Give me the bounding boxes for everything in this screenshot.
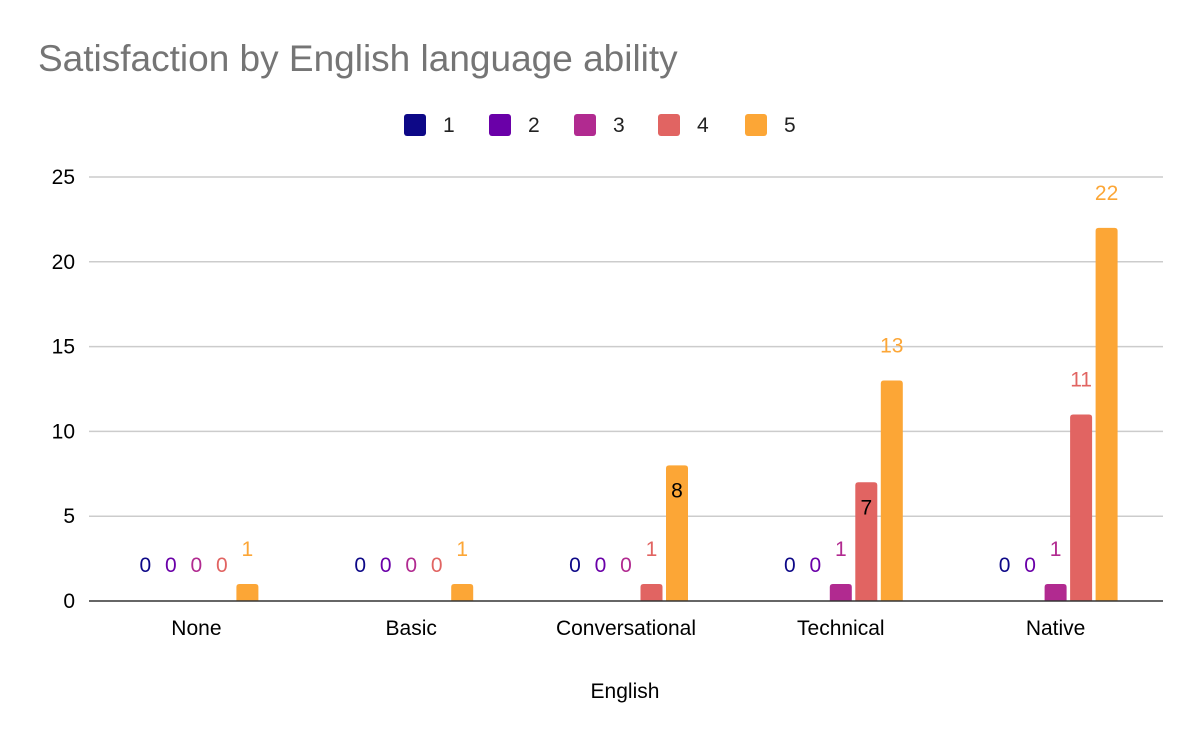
chart-title: Satisfaction by English language ability — [38, 38, 678, 79]
legend: 1 2 3 4 5 — [404, 114, 796, 137]
y-tick-label: 5 — [63, 505, 75, 528]
bar — [855, 482, 878, 601]
legend-swatch — [574, 114, 596, 136]
data-label: 0 — [191, 554, 203, 577]
data-label: 13 — [880, 335, 903, 358]
data-label: 0 — [595, 554, 607, 577]
x-axis-ticks: None Basic Conversational Technical Native — [171, 617, 1085, 640]
data-label: 7 — [860, 496, 872, 519]
data-label: 1 — [1050, 538, 1062, 561]
legend-swatch — [404, 114, 426, 136]
bar — [236, 584, 259, 601]
bar — [1070, 414, 1093, 601]
legend-swatch — [489, 114, 511, 136]
data-label: 1 — [835, 538, 847, 561]
data-label: 1 — [242, 538, 254, 561]
data-label: 11 — [1070, 368, 1092, 391]
data-label: 1 — [646, 538, 658, 561]
bars — [236, 227, 1118, 601]
x-tick-label: Basic — [386, 617, 437, 640]
data-label: 8 — [671, 479, 683, 502]
data-label: 0 — [354, 554, 366, 577]
y-tick-label: 20 — [52, 251, 75, 274]
bar — [829, 584, 852, 601]
legend-label: 1 — [443, 114, 455, 137]
legend-swatch — [745, 114, 767, 136]
data-label: 0 — [784, 554, 796, 577]
legend-label: 5 — [784, 114, 796, 137]
data-label: 0 — [809, 554, 821, 577]
x-tick-label: Technical — [797, 617, 885, 640]
y-tick-label: 10 — [52, 420, 75, 443]
legend-label: 3 — [613, 114, 625, 137]
data-label: 0 — [569, 554, 581, 577]
gridlines — [89, 176, 1163, 517]
data-label: 0 — [140, 554, 152, 577]
legend-label: 2 — [528, 114, 540, 137]
bar — [666, 465, 688, 601]
bar — [640, 584, 663, 601]
data-label: 0 — [1024, 554, 1036, 577]
data-label: 0 — [620, 554, 632, 577]
y-axis-ticks: 0 5 10 15 20 25 — [52, 166, 75, 613]
y-tick-label: 25 — [52, 166, 75, 189]
legend-swatch — [658, 114, 680, 136]
data-label: 0 — [380, 554, 392, 577]
y-tick-label: 15 — [52, 336, 75, 359]
x-axis-title: English — [591, 680, 660, 703]
bar — [880, 380, 903, 601]
legend-label: 4 — [697, 114, 709, 137]
y-tick-label: 0 — [63, 590, 75, 613]
data-label: 22 — [1095, 182, 1118, 205]
data-label: 0 — [431, 554, 443, 577]
x-tick-label: Conversational — [556, 617, 696, 640]
data-label: 1 — [456, 538, 468, 561]
bar — [451, 584, 474, 601]
x-tick-label: Native — [1026, 617, 1086, 640]
bar — [1095, 227, 1118, 601]
data-label: 0 — [216, 554, 228, 577]
data-label: 0 — [999, 554, 1011, 577]
data-label: 0 — [405, 554, 417, 577]
bar — [1044, 584, 1067, 601]
data-label: 0 — [165, 554, 177, 577]
x-tick-label: None — [171, 617, 221, 640]
